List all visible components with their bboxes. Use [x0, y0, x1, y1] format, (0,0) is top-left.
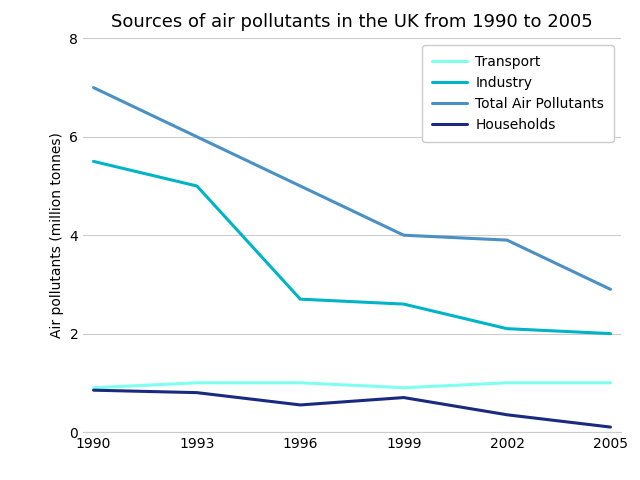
Households: [503, 412, 511, 418]
Households: [296, 402, 304, 408]
Industry: [400, 301, 408, 307]
Total Air Pollutants: [503, 237, 511, 243]
Transport: [296, 380, 304, 386]
Line: Industry: Industry: [93, 161, 611, 334]
Industry: [90, 158, 97, 164]
Title: Sources of air pollutants in the UK from 1990 to 2005: Sources of air pollutants in the UK from…: [111, 13, 593, 31]
Y-axis label: Air pollutants (million tonnes): Air pollutants (million tonnes): [50, 132, 64, 338]
Line: Transport: Transport: [93, 383, 611, 388]
Transport: [607, 380, 614, 386]
Households: [400, 395, 408, 400]
Industry: [193, 183, 201, 189]
Total Air Pollutants: [296, 183, 304, 189]
Transport: [193, 380, 201, 386]
Line: Households: Households: [93, 390, 611, 427]
Total Air Pollutants: [90, 84, 97, 90]
Transport: [400, 385, 408, 391]
Line: Total Air Pollutants: Total Air Pollutants: [93, 87, 611, 289]
Households: [607, 424, 614, 430]
Legend: Transport, Industry, Total Air Pollutants, Households: Transport, Industry, Total Air Pollutant…: [422, 45, 614, 142]
Total Air Pollutants: [400, 232, 408, 238]
Households: [193, 390, 201, 396]
Transport: [90, 385, 97, 391]
Transport: [503, 380, 511, 386]
Industry: [503, 326, 511, 332]
Industry: [296, 296, 304, 302]
Households: [90, 387, 97, 393]
Total Air Pollutants: [607, 287, 614, 292]
Total Air Pollutants: [193, 134, 201, 140]
Industry: [607, 331, 614, 336]
